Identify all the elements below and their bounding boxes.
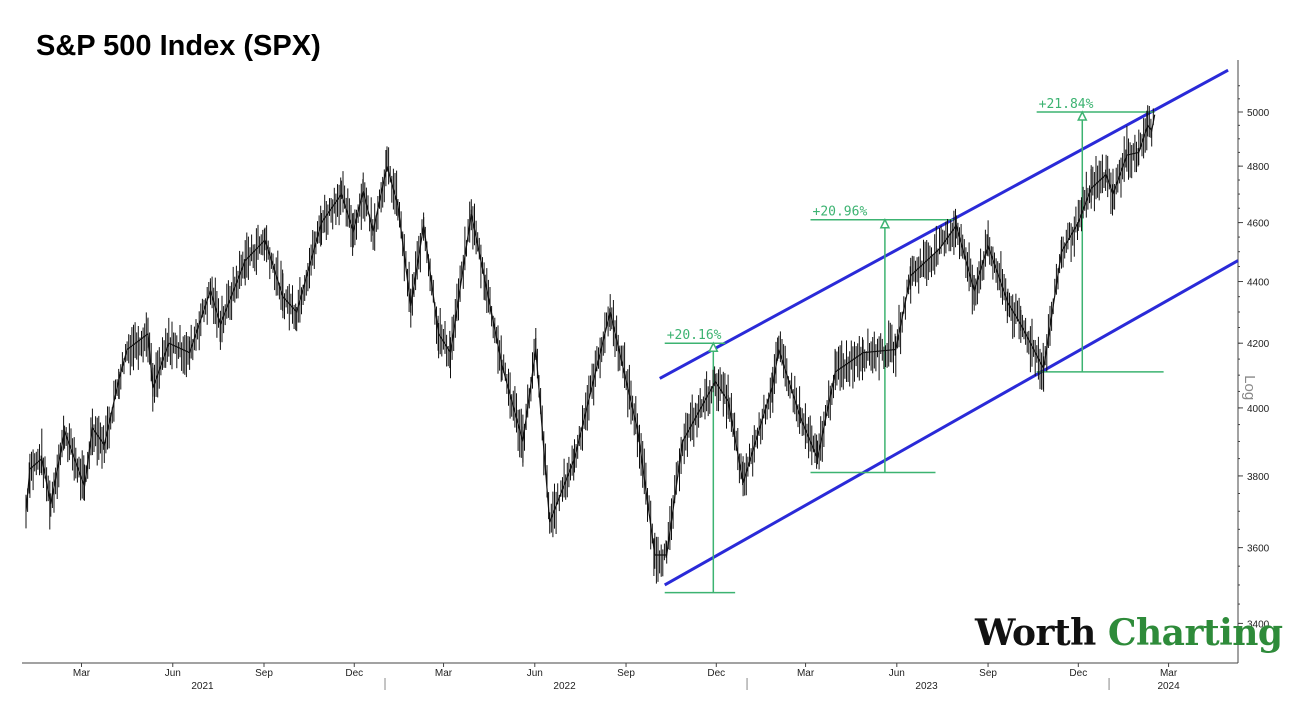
x-tick-label: Dec (345, 668, 363, 679)
y-tick-label: 3800 (1247, 472, 1270, 483)
x-tick-label: Mar (73, 668, 91, 679)
y-tick-label: 3400 (1247, 619, 1270, 630)
x-year-label: 2021 (191, 681, 214, 692)
y-tick-label: 4000 (1247, 404, 1270, 415)
logo-word-worth: Worth (975, 612, 1096, 654)
price-series (25, 105, 1156, 584)
x-tick-label: Sep (617, 668, 635, 679)
annotation-arrow-head (708, 341, 719, 352)
y-axis: 3400 3600 3800 4000 4200 4400 4600 4800 5000 Log (1238, 85, 1270, 630)
x-tick-label: Jun (527, 668, 543, 679)
price-line (25, 114, 1156, 556)
gain-annotation: +20.16% (664, 328, 736, 594)
annotation-label: +21.84% (1039, 97, 1094, 112)
x-year-label: 2024 (1157, 681, 1180, 692)
y-tick-label: 3600 (1247, 544, 1270, 555)
x-tick-label: Sep (979, 668, 997, 679)
x-tick-label: Mar (435, 668, 453, 679)
worth-charting-logo: Worth Charting (975, 612, 1283, 654)
x-tick-label: Dec (707, 668, 725, 679)
x-tick-label: Mar (1160, 668, 1178, 679)
trend-channel (659, 68, 1239, 587)
x-year-label: 2023 (915, 681, 938, 692)
plot-frame (22, 60, 1239, 664)
y-tick-label: 4200 (1247, 339, 1270, 350)
y-tick-label: 4400 (1247, 278, 1270, 289)
gain-annotations: +20.16% +20.96% +21.84% (664, 97, 1164, 594)
gain-annotation: +21.84% (1036, 97, 1164, 373)
chart-title: S&P 500 Index (SPX) (36, 30, 321, 62)
annotation-label: +20.96% (813, 205, 868, 220)
x-axis: Mar Jun Sep Dec Mar Jun Sep Dec Mar Jun Sep Dec Mar 2… (73, 663, 1180, 692)
x-year-label: 2022 (553, 681, 576, 692)
channel-line-lower (663, 259, 1239, 587)
y-tick-label: 5000 (1247, 108, 1270, 119)
x-tick-label: Jun (889, 668, 905, 679)
scale-label: Log (1241, 375, 1258, 400)
y-tick-label: 4600 (1247, 219, 1270, 230)
x-tick-label: Mar (797, 668, 815, 679)
annotation-arrow-head (1077, 110, 1088, 121)
annotation-arrow-head (879, 218, 891, 229)
y-tick-label: 4800 (1247, 162, 1270, 173)
gain-annotation: +20.96% (810, 205, 954, 474)
logo-word-charting: Charting (1107, 612, 1283, 654)
channel-line-upper (659, 68, 1229, 380)
x-tick-label: Jun (165, 668, 181, 679)
x-tick-label: Sep (255, 668, 273, 679)
x-tick-label: Dec (1069, 668, 1087, 679)
annotation-label: +20.16% (667, 328, 722, 343)
